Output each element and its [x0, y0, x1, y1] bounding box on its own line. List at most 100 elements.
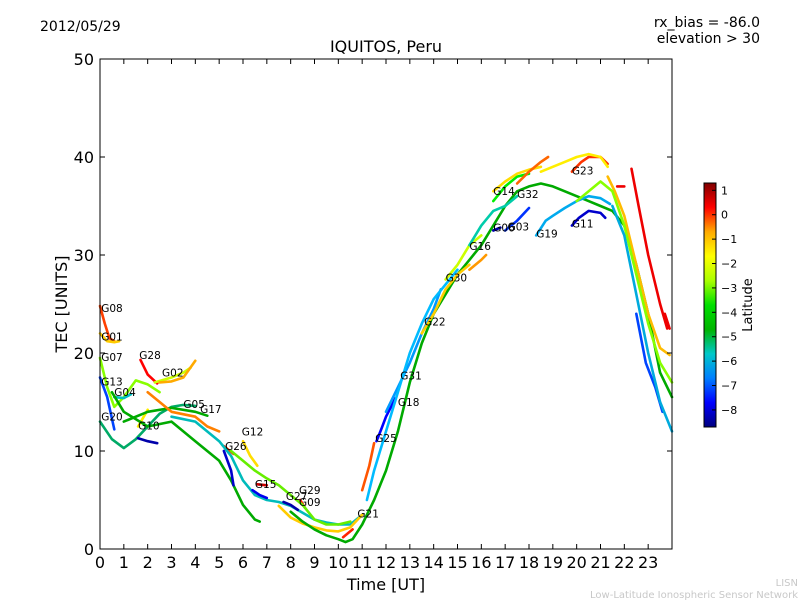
chart-title: IQUITOS, Peru [330, 37, 442, 56]
series-g13 [98, 376, 116, 431]
x-tick-label: 2 [143, 553, 153, 572]
series-g24b [575, 180, 674, 384]
x-tick-label: 1 [119, 553, 129, 572]
series-g12b [170, 415, 364, 526]
colorbar-tick-label: −4 [721, 306, 737, 319]
series-g19 [534, 194, 612, 237]
satellite-label: G22 [424, 317, 446, 329]
series-g16 [468, 194, 519, 247]
satellite-label: G30 [446, 273, 468, 285]
plot-area [99, 58, 673, 550]
series-g32 [515, 155, 550, 185]
series-g21b [341, 528, 354, 539]
colorbar-tick-label: 1 [721, 184, 728, 197]
series-g25 [360, 441, 376, 492]
x-tick-label: 8 [286, 553, 296, 572]
series-g14 [492, 172, 531, 203]
series-g26 [222, 449, 235, 487]
x-axis: 0 1 2 3 4 5 6 7 8 9 10 11 12 13 14 15 16 17 18 19 20 21 22 23 [95, 59, 658, 572]
series-g09 [277, 504, 364, 533]
satellite-label: G02 [162, 368, 184, 380]
series-g22 [420, 263, 471, 335]
satellite-label: G11 [572, 219, 594, 231]
satellite-label: G05 [183, 399, 205, 411]
series-g02b [158, 359, 197, 384]
satellite-label: G23 [572, 166, 594, 178]
date-label: 2012/05/29 [40, 19, 121, 35]
satellite-label: G01 [101, 331, 123, 343]
series-g08 [98, 304, 116, 343]
x-tick-label: 16 [471, 553, 491, 572]
x-tick-label: 19 [543, 553, 563, 572]
satellite-label: G10 [138, 420, 160, 432]
satellite-label: G16 [469, 241, 491, 253]
x-tick-label: 21 [590, 553, 610, 572]
x-tick-label: 17 [495, 553, 515, 572]
satellite-label: G20 [101, 412, 123, 424]
satellite-label: G07 [101, 352, 123, 364]
series-g01 [98, 332, 121, 344]
series-g25b [375, 396, 397, 443]
series-g03 [503, 206, 531, 232]
series-g24c [630, 167, 669, 330]
rx-bias-label: rx_bias = -86.0 [654, 15, 760, 31]
series-g24 [606, 175, 671, 357]
satellite-label: G25 [375, 433, 397, 445]
satellite-label: G04 [114, 387, 136, 399]
series-g28 [139, 358, 159, 385]
series-g30b [468, 253, 488, 271]
x-tick-label: 14 [423, 553, 443, 572]
satellite-label: G12 [242, 426, 263, 438]
satellite-label: G21 [357, 509, 379, 521]
y-tick-label: 10 [74, 442, 94, 461]
colorbar-tick-label: −1 [721, 233, 737, 246]
x-tick-label: 22 [614, 553, 634, 572]
satellite-label: G13 [101, 376, 123, 388]
satellite-label: G17 [200, 404, 222, 416]
colorbar-ticks: 1 0 −1 −2 −3 −4 −5 −6 −7 −8 [712, 184, 737, 417]
x-tick-label: 15 [447, 553, 467, 572]
series-g04 [113, 392, 133, 400]
y-tick-label: 0 [84, 540, 94, 559]
series-g31 [365, 268, 459, 502]
satellite-label: G32 [517, 189, 539, 201]
series-g11 [570, 209, 607, 227]
series-g24e [663, 312, 671, 330]
colorbar-tick-label: −2 [721, 258, 737, 271]
satellite-label: G14 [493, 186, 515, 198]
satellite-label: G31 [400, 371, 422, 383]
colorbar-tick-label: −7 [721, 380, 737, 393]
colorbar-tick-label: 0 [721, 209, 728, 222]
satellite-label: G06 [493, 223, 515, 235]
satellite-label: G19 [536, 228, 558, 240]
series-g02 [153, 366, 192, 384]
y-tick-label: 20 [74, 344, 94, 363]
satellite-label: G18 [398, 397, 420, 409]
satellite-label: G03 [508, 222, 529, 234]
series-g17 [146, 390, 221, 433]
satellite-label: G28 [139, 350, 161, 362]
colorbar-label: Latitude [741, 278, 756, 332]
x-tick-label: 9 [309, 553, 319, 572]
colorbar-tick-label: −6 [721, 355, 737, 368]
x-tick-label: 6 [238, 553, 248, 572]
y-axis-label: TEC [UNITS] [52, 256, 71, 354]
colorbar [703, 182, 717, 428]
colorbar-tick-label: −8 [721, 404, 737, 417]
x-tick-label: 0 [95, 553, 105, 572]
series-g09b [229, 449, 352, 526]
series-g11a [110, 390, 261, 523]
x-tick-label: 3 [166, 553, 176, 572]
x-axis-label: Time [UT] [346, 575, 425, 594]
y-tick-label: 50 [74, 50, 94, 69]
series-g15b [251, 488, 269, 500]
series-g18 [384, 288, 443, 414]
footer-brand: LISN [776, 578, 798, 589]
elevation-label: elevation > 30 [657, 31, 760, 47]
colorbar-tick-label: −3 [721, 282, 737, 295]
satellite-label: G26 [225, 441, 247, 453]
series-g12 [241, 439, 259, 467]
